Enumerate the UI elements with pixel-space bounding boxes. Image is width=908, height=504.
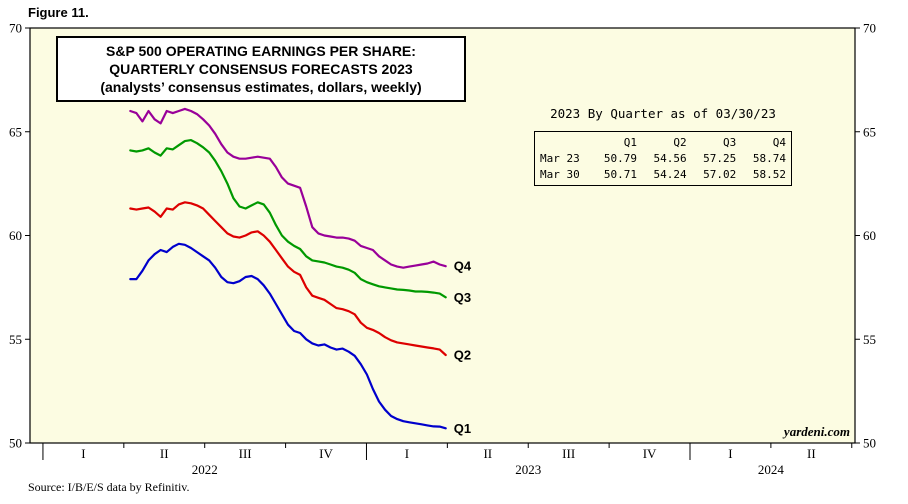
chart-title-line-2: QUARTERLY CONSENSUS FORECASTS 2023 bbox=[109, 61, 413, 77]
quarter-table-corner bbox=[535, 132, 593, 151]
quarter-table-title: 2023 By Quarter as of 03/30/23 bbox=[550, 106, 776, 121]
cell-value: 58.52 bbox=[752, 168, 786, 181]
table-row: Mar 30 50.71 54.24 57.02 58.52 bbox=[535, 167, 792, 186]
quarter-table-col-q2: Q2 bbox=[673, 136, 687, 149]
row-label: Mar 23 bbox=[540, 152, 580, 165]
quarter-table-grid: Q1 Q2 Q3 Q4 Mar 23 50.79 54.56 57.25 58.… bbox=[534, 131, 792, 186]
chart-title-line-3: (analysts’ consensus estimates, dollars,… bbox=[100, 79, 422, 95]
y-tick-label-right: 70 bbox=[863, 21, 876, 36]
x-tick-label-quarter: I bbox=[81, 446, 85, 461]
x-tick-label-quarter: III bbox=[239, 446, 252, 461]
series-line-q1 bbox=[129, 242, 447, 430]
cell-value: 54.56 bbox=[653, 152, 687, 165]
y-tick-label-left: 60 bbox=[9, 228, 22, 243]
quarter-table-col-q3: Q3 bbox=[723, 136, 737, 149]
x-tick-label-quarter: I bbox=[405, 446, 409, 461]
chart-title-line-1: S&P 500 OPERATING EARNINGS PER SHARE: bbox=[106, 43, 416, 59]
table-row: Mar 23 50.79 54.56 57.25 58.74 bbox=[535, 151, 792, 167]
y-tick-label-left: 50 bbox=[9, 436, 22, 451]
quarter-table-col-q4: Q4 bbox=[772, 136, 786, 149]
figure-title: Figure 11. bbox=[28, 5, 89, 20]
quarter-table-header-row: Q1 Q2 Q3 Q4 bbox=[535, 132, 792, 151]
y-tick-label-left: 70 bbox=[9, 21, 22, 36]
x-tick-label-quarter: I bbox=[728, 446, 732, 461]
series-label-q3: Q3 bbox=[454, 290, 471, 305]
chart-title-box: S&P 500 OPERATING EARNINGS PER SHARE: QU… bbox=[56, 36, 466, 102]
x-tick-label-quarter: IV bbox=[643, 446, 657, 461]
series-line-q2 bbox=[129, 201, 447, 357]
row-label: Mar 30 bbox=[540, 168, 580, 181]
y-tick-label-left: 55 bbox=[9, 332, 22, 347]
cell-value: 58.74 bbox=[752, 152, 786, 165]
y-tick-label-left: 65 bbox=[9, 124, 22, 139]
x-tick-label-year: 2024 bbox=[758, 462, 785, 477]
x-tick-label-quarter: IV bbox=[319, 446, 333, 461]
y-tick-label-right: 60 bbox=[863, 228, 876, 243]
y-tick-label-right: 55 bbox=[863, 332, 876, 347]
x-tick-label-quarter: II bbox=[483, 446, 492, 461]
series-label-q2: Q2 bbox=[454, 348, 471, 363]
y-tick-label-right: 65 bbox=[863, 124, 876, 139]
quarter-table: 2023 By Quarter as of 03/30/23 Q1 Q2 Q3 … bbox=[534, 106, 792, 186]
x-tick-label-year: 2023 bbox=[515, 462, 541, 477]
quarter-table-col-q1: Q1 bbox=[623, 136, 637, 149]
x-tick-label-quarter: II bbox=[807, 446, 816, 461]
cell-value: 57.25 bbox=[703, 152, 737, 165]
series-label-q4: Q4 bbox=[454, 259, 472, 274]
cell-value: 50.79 bbox=[603, 152, 637, 165]
cell-value: 54.24 bbox=[653, 168, 687, 181]
cell-value: 50.71 bbox=[603, 168, 637, 181]
x-tick-label-quarter: III bbox=[562, 446, 575, 461]
source-note: Source: I/B/E/S data by Refinitiv. bbox=[28, 480, 190, 494]
x-tick-label-quarter: II bbox=[160, 446, 169, 461]
series-line-q4 bbox=[129, 107, 447, 269]
cell-value: 57.02 bbox=[703, 168, 737, 181]
yardeni-watermark: yardeni.com bbox=[783, 424, 850, 439]
x-tick-label-year: 2022 bbox=[192, 462, 218, 477]
y-tick-label-right: 50 bbox=[863, 436, 876, 451]
series-label-q1: Q1 bbox=[454, 421, 471, 436]
series-line-q3 bbox=[129, 139, 447, 299]
